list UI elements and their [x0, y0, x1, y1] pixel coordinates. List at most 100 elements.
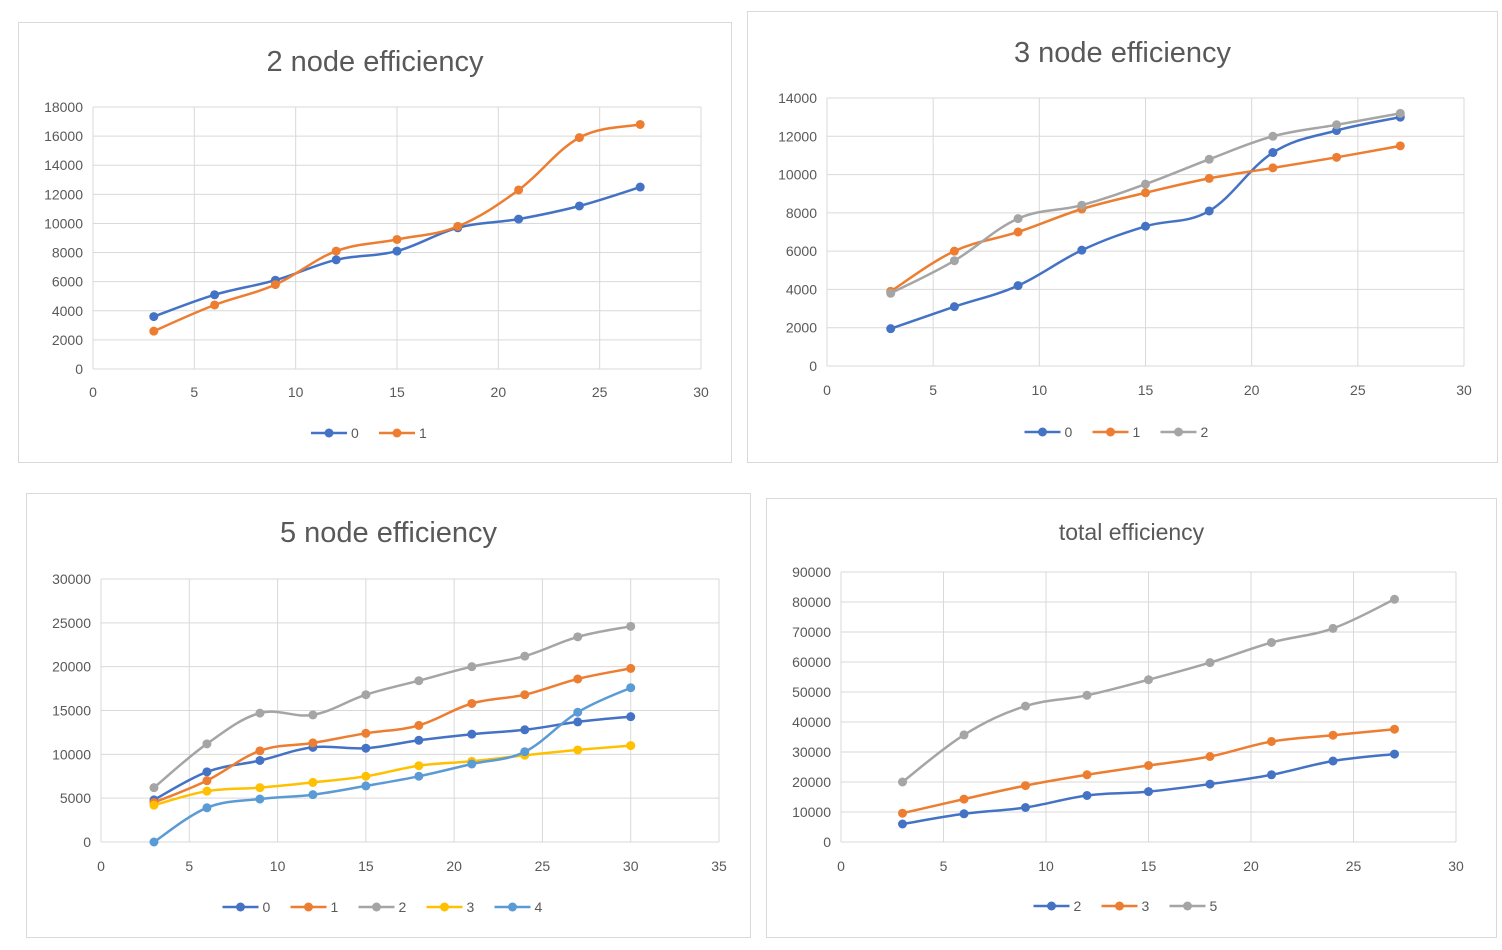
- data-point: [308, 790, 318, 800]
- data-point: [1328, 623, 1338, 633]
- y-tick-label: 70000: [792, 624, 831, 640]
- legend-item-0[interactable]: 0: [311, 425, 359, 441]
- data-point: [573, 717, 583, 727]
- data-point: [1077, 200, 1087, 210]
- data-point: [210, 290, 220, 300]
- chart-title: total efficiency: [1059, 519, 1205, 545]
- x-tick-label: 5: [190, 384, 198, 400]
- x-tick-label: 30: [1456, 382, 1472, 398]
- legend-item-2[interactable]: 2: [1160, 424, 1209, 440]
- data-point: [1268, 131, 1278, 141]
- legend-marker: [372, 902, 381, 912]
- data-point: [949, 256, 959, 266]
- legend-item-1[interactable]: 1: [379, 425, 427, 441]
- legend-item-0[interactable]: 0: [1024, 424, 1073, 440]
- legend-marker: [324, 428, 334, 438]
- legend-label: 2: [1074, 898, 1082, 914]
- data-point: [1144, 787, 1153, 797]
- data-point: [202, 803, 212, 813]
- legend-marker: [392, 428, 402, 438]
- data-point: [1390, 594, 1399, 604]
- legend-marker: [1038, 427, 1047, 437]
- y-tick-label: 4000: [786, 281, 817, 297]
- y-tick-label: 2000: [786, 320, 817, 336]
- legend-label: 1: [1133, 424, 1141, 440]
- data-point: [361, 728, 371, 738]
- data-point: [1082, 791, 1092, 800]
- legend-label: 1: [331, 899, 339, 915]
- data-point: [1267, 638, 1276, 647]
- legend-item-3[interactable]: 3: [426, 899, 475, 915]
- chart-title: 2 node efficiency: [266, 46, 484, 78]
- data-point: [308, 710, 318, 720]
- data-point: [520, 651, 530, 661]
- data-point: [626, 741, 636, 751]
- x-tick-label: 0: [823, 382, 831, 398]
- data-point: [149, 326, 159, 336]
- legend-item-2[interactable]: 2: [358, 899, 407, 915]
- y-tick-label: 8000: [786, 205, 817, 221]
- y-tick-label: 0: [823, 834, 831, 850]
- data-point: [520, 690, 530, 700]
- x-tick-label: 10: [1032, 382, 1048, 398]
- data-point: [1144, 761, 1153, 770]
- data-point: [1395, 141, 1405, 151]
- data-point: [898, 777, 907, 787]
- legend-item-4[interactable]: 4: [494, 899, 543, 915]
- data-point: [467, 759, 477, 769]
- data-point: [1332, 152, 1342, 162]
- data-point: [1013, 227, 1023, 237]
- y-tick-label: 0: [809, 358, 817, 374]
- data-point: [898, 819, 907, 829]
- x-tick-label: 0: [89, 384, 97, 400]
- y-tick-label: 6000: [52, 274, 83, 290]
- data-point: [626, 621, 636, 631]
- y-tick-label: 80000: [792, 594, 831, 610]
- data-point: [1267, 737, 1276, 746]
- data-point: [255, 708, 265, 718]
- data-point: [308, 738, 318, 748]
- data-point: [573, 707, 583, 717]
- legend-item-1[interactable]: 1: [1092, 424, 1141, 440]
- data-point: [574, 201, 584, 211]
- y-tick-label: 14000: [778, 90, 817, 106]
- y-tick-label: 0: [75, 361, 83, 377]
- data-point: [331, 246, 341, 256]
- data-point: [414, 771, 424, 781]
- legend-label: 0: [351, 425, 359, 441]
- y-tick-label: 25000: [52, 615, 91, 631]
- x-tick-label: 15: [389, 384, 405, 400]
- legend-item-1[interactable]: 1: [290, 899, 339, 915]
- data-point: [453, 221, 463, 231]
- data-point: [886, 288, 896, 298]
- data-point: [1390, 724, 1399, 734]
- x-tick-label: 20: [1243, 858, 1259, 874]
- y-tick-label: 16000: [44, 128, 83, 144]
- y-tick-label: 0: [83, 834, 91, 850]
- data-point: [1141, 188, 1150, 198]
- legend-item-2[interactable]: 2: [1033, 898, 1082, 914]
- x-tick-label: 15: [358, 858, 374, 874]
- data-point: [361, 690, 371, 700]
- legend-item-0[interactable]: 0: [222, 899, 271, 915]
- legend-item-5[interactable]: 5: [1169, 898, 1218, 914]
- legend-item-3[interactable]: 3: [1101, 898, 1150, 914]
- data-point: [202, 767, 212, 777]
- series-line-4: [153, 686, 632, 844]
- y-tick-label: 10000: [778, 167, 817, 183]
- legend-marker: [304, 902, 313, 912]
- data-point: [959, 730, 969, 740]
- data-point: [1021, 803, 1030, 812]
- y-tick-label: 5000: [60, 790, 91, 806]
- data-point: [1082, 690, 1092, 700]
- data-point: [1082, 770, 1092, 780]
- x-tick-label: 0: [837, 858, 845, 874]
- y-tick-label: 8000: [52, 245, 83, 261]
- data-point: [392, 246, 402, 256]
- data-point: [514, 185, 524, 195]
- data-point: [626, 683, 636, 693]
- data-point: [255, 746, 265, 756]
- y-tick-label: 12000: [778, 128, 817, 144]
- x-tick-label: 25: [1346, 858, 1362, 874]
- y-tick-label: 15000: [52, 703, 91, 719]
